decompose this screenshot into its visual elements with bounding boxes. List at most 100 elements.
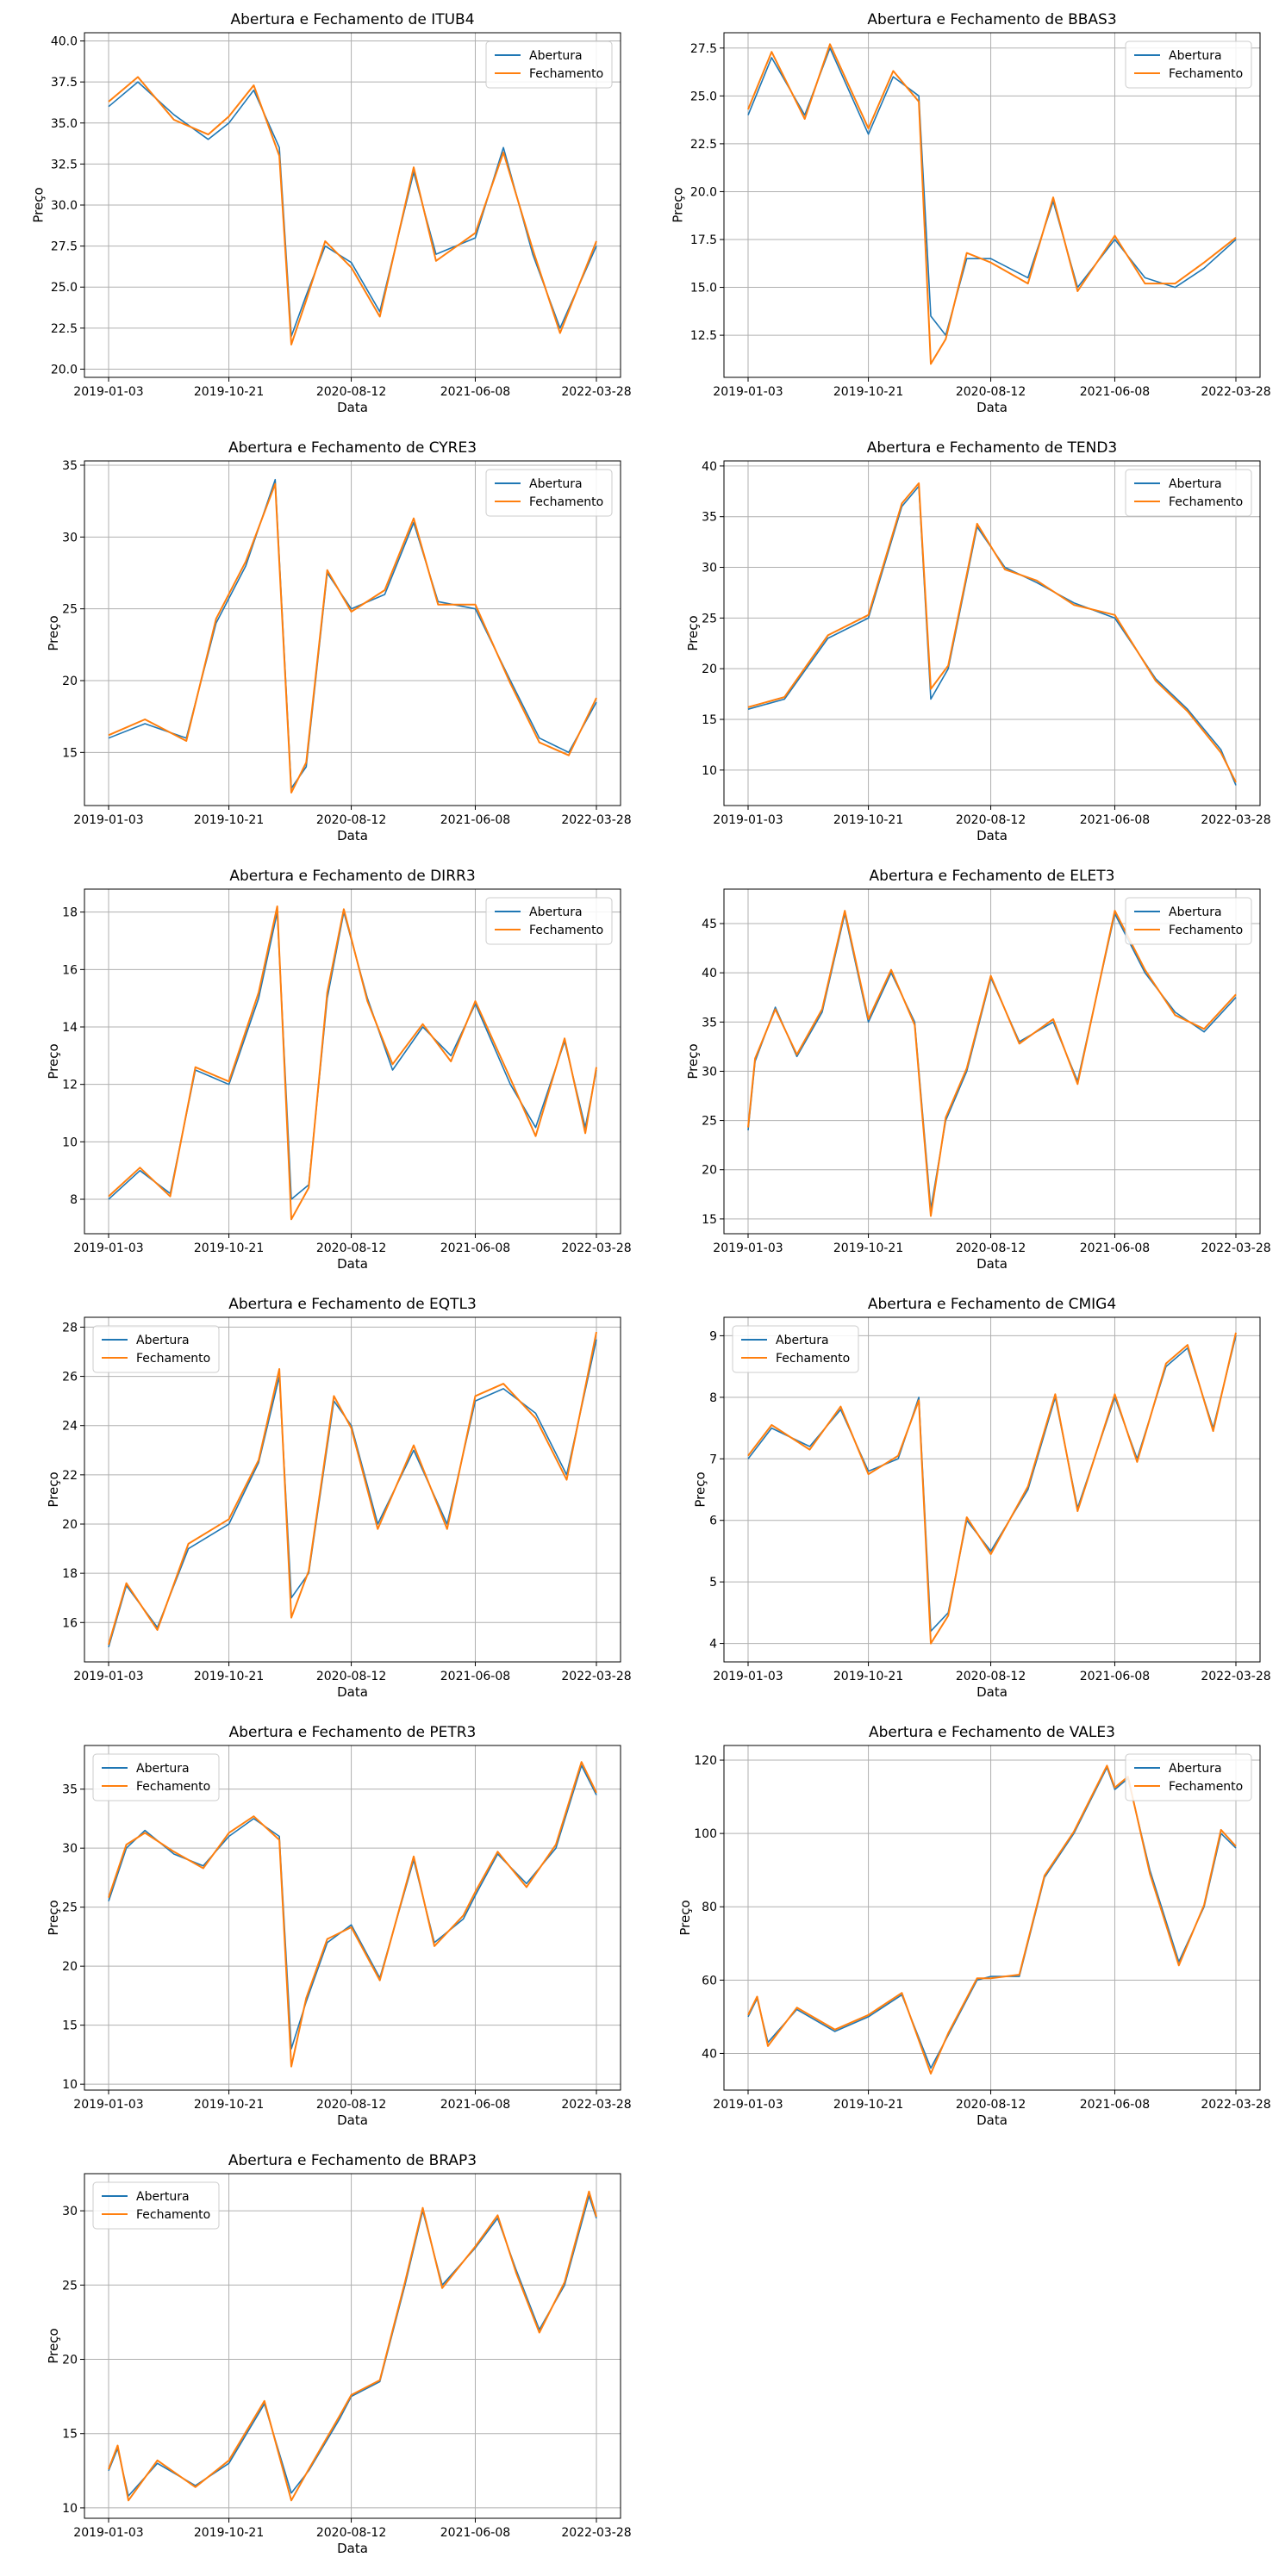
legend-box xyxy=(92,1325,220,1373)
y-tick-label: 35 xyxy=(62,1783,78,1797)
series-line-fechamento xyxy=(747,910,1237,1217)
x-axis-label: Data xyxy=(337,400,368,415)
y-tick-label: 40 xyxy=(702,2047,717,2061)
y-tick-label: 18 xyxy=(62,906,78,920)
y-tick-label: 15 xyxy=(62,746,78,760)
y-axis-label: Preço xyxy=(46,2328,61,2363)
x-tick-label: 2019-10-21 xyxy=(833,1670,903,1683)
y-tick-label: 7 xyxy=(709,1453,717,1466)
x-tick-label: 2020-08-12 xyxy=(956,385,1026,399)
x-tick-label: 2021-06-08 xyxy=(1080,2098,1150,2112)
x-tick-label: 2020-08-12 xyxy=(316,2098,386,2112)
x-tick-label: 2019-01-03 xyxy=(73,1670,143,1683)
y-axis-label: Preço xyxy=(685,615,701,650)
y-tick-label: 18 xyxy=(62,1567,78,1581)
x-tick-label: 2019-01-03 xyxy=(713,813,783,827)
axes-frame xyxy=(723,1316,1261,1663)
series-line-fechamento xyxy=(108,76,597,345)
y-tick-label: 14 xyxy=(62,1021,78,1035)
y-tick-label: 30 xyxy=(702,1065,717,1079)
chart-title: Abertura e Fechamento de ITUB4 xyxy=(230,11,474,28)
axes-frame xyxy=(84,888,621,1235)
legend-entry: Fechamento xyxy=(136,2208,210,2222)
x-tick-label: 2019-01-03 xyxy=(713,385,783,399)
legend-entry: Fechamento xyxy=(529,495,603,509)
y-tick-label: 15.0 xyxy=(690,282,717,296)
subplot-1: Abertura e Fechamento de ITUB4 2019-01-03… xyxy=(31,11,632,415)
series-line-fechamento xyxy=(108,482,597,793)
legend-entry: Fechamento xyxy=(136,1780,210,1794)
subplot-3: Abertura e Fechamento de CYRE3 2019-01-03… xyxy=(46,439,632,843)
legend-entry: Abertura xyxy=(1169,477,1222,491)
y-tick-label: 40 xyxy=(702,967,717,980)
x-tick-label: 2021-06-08 xyxy=(440,1241,510,1255)
subplot-2: Abertura e Fechamento de BBAS3 2019-01-03… xyxy=(671,11,1271,415)
x-axis-label: Data xyxy=(337,1256,368,1272)
series-line-abertura xyxy=(108,1339,597,1648)
y-tick-label: 12 xyxy=(62,1079,78,1092)
subplot-9: Abertura e Fechamento de PETR3 2019-01-03… xyxy=(46,1724,632,2128)
y-tick-label: 25 xyxy=(62,1901,78,1915)
x-tick-label: 2019-10-21 xyxy=(194,1241,264,1255)
y-tick-label: 25.0 xyxy=(51,281,78,295)
legend: Abertura Fechamento xyxy=(1125,469,1252,517)
chart-title: Abertura e Fechamento de BBAS3 xyxy=(867,11,1116,28)
y-tick-label: 26 xyxy=(62,1371,78,1384)
x-axis-label: Data xyxy=(337,2541,368,2556)
y-tick-label: 10 xyxy=(62,1136,78,1149)
chart-title: Abertura e Fechamento de PETR3 xyxy=(229,1724,477,1741)
legend-entry: Abertura xyxy=(776,1334,829,1347)
y-tick-label: 4 xyxy=(709,1638,717,1652)
y-axis-label: Preço xyxy=(46,615,61,650)
axes-frame xyxy=(84,2173,621,2519)
x-axis-label: Data xyxy=(976,828,1008,843)
legend-entry: Abertura xyxy=(1169,1762,1222,1776)
legend: Abertura Fechamento xyxy=(92,1753,220,1801)
x-tick-label: 2021-06-08 xyxy=(440,2098,510,2112)
series-line-fechamento xyxy=(108,1761,597,2068)
x-tick-label: 2020-08-12 xyxy=(956,2098,1026,2112)
y-tick-label: 60 xyxy=(702,1974,717,1988)
y-tick-label: 30 xyxy=(702,562,717,576)
x-axis-label: Data xyxy=(976,400,1008,415)
x-tick-label: 2019-10-21 xyxy=(194,1670,264,1683)
x-tick-label: 2019-01-03 xyxy=(73,2098,143,2112)
x-tick-label: 2020-08-12 xyxy=(316,1670,386,1683)
legend-box xyxy=(485,40,613,89)
x-axis-label: Data xyxy=(976,1256,1008,1272)
legend: Abertura Fechamento xyxy=(485,897,613,945)
legend-box xyxy=(485,897,613,945)
axes-frame xyxy=(723,888,1261,1235)
y-tick-label: 15 xyxy=(702,713,717,727)
legend: Abertura Fechamento xyxy=(485,469,613,517)
subplot-6: Abertura e Fechamento de ELET3 2019-01-03… xyxy=(685,868,1271,1272)
subplot-10: Abertura e Fechamento de VALE3 2019-01-03… xyxy=(677,1724,1270,2128)
x-axis-label: Data xyxy=(337,1684,368,1700)
subplot-5: Abertura e Fechamento de DIRR3 2019-01-03… xyxy=(46,868,632,1272)
legend-entry: Abertura xyxy=(136,2190,190,2204)
x-tick-label: 2021-06-08 xyxy=(1080,1241,1150,1255)
series-line-fechamento xyxy=(747,43,1237,365)
y-axis-label: Preço xyxy=(671,187,686,222)
y-tick-label: 24 xyxy=(62,1420,78,1434)
y-tick-label: 15 xyxy=(62,2019,78,2033)
x-tick-label: 2021-06-08 xyxy=(1080,813,1150,827)
legend-entry: Abertura xyxy=(1169,49,1222,63)
axes-frame xyxy=(723,1745,1261,2091)
y-tick-label: 20.0 xyxy=(51,363,78,376)
x-axis-label: Data xyxy=(976,2112,1008,2128)
legend-entry: Abertura xyxy=(529,477,583,491)
x-tick-label: 2020-08-12 xyxy=(956,813,1026,827)
series-line-abertura xyxy=(108,911,597,1200)
legend: Abertura Fechamento xyxy=(1125,1753,1252,1801)
y-axis-label: Preço xyxy=(31,187,47,222)
y-tick-label: 25 xyxy=(702,612,717,625)
series-line-fechamento xyxy=(747,1764,1237,2075)
legend-entry: Abertura xyxy=(136,1334,190,1347)
y-tick-label: 9 xyxy=(709,1329,717,1343)
x-tick-label: 2019-10-21 xyxy=(194,385,264,399)
y-axis-label: Preço xyxy=(677,1900,693,1935)
y-tick-label: 20 xyxy=(62,2354,78,2368)
